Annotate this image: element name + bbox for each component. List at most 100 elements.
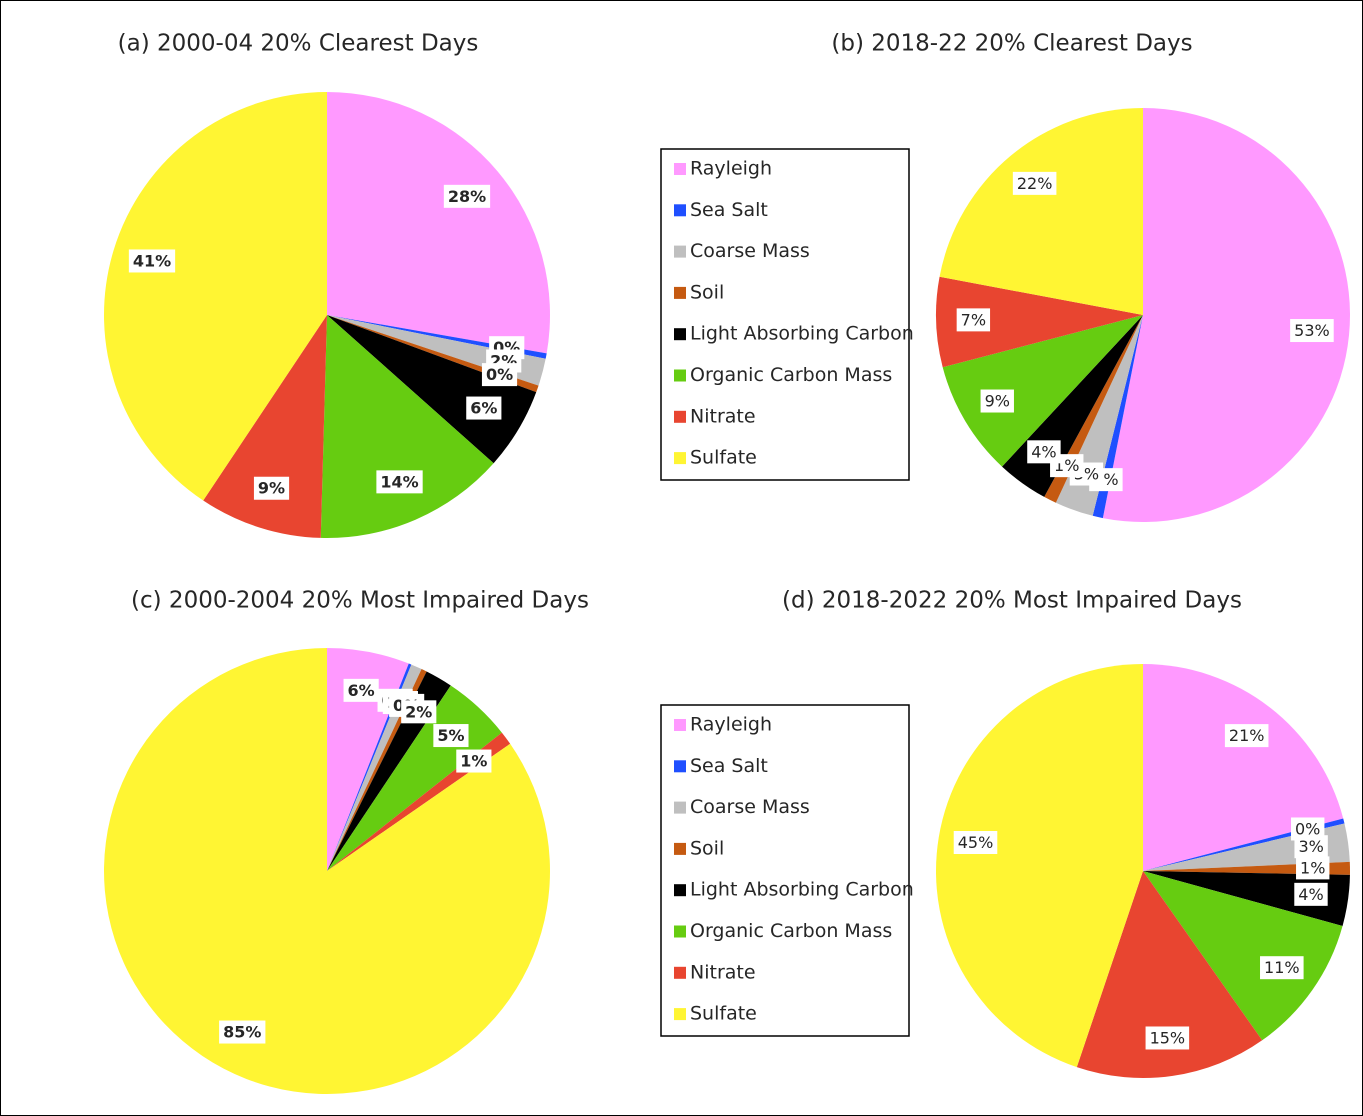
data-label: 7% bbox=[961, 310, 986, 329]
label-box bbox=[481, 363, 518, 387]
legend-swatch bbox=[674, 452, 686, 465]
label-box bbox=[980, 389, 1014, 413]
legend-swatch bbox=[674, 369, 686, 382]
label-box bbox=[443, 184, 491, 208]
data-label: 85% bbox=[223, 1023, 261, 1042]
legend-label: Sea Salt bbox=[690, 199, 768, 221]
legend-box bbox=[660, 704, 910, 1037]
data-label: 1% bbox=[460, 752, 487, 771]
data-label: 1% bbox=[1300, 858, 1325, 877]
pie-slice bbox=[942, 315, 1143, 467]
label-box bbox=[376, 470, 423, 494]
data-label: 15% bbox=[1150, 1028, 1186, 1047]
legend-swatch bbox=[674, 925, 686, 938]
data-label: 28% bbox=[448, 187, 486, 206]
legend-label: Light Absorbing Carbon bbox=[690, 879, 914, 901]
pie-slice bbox=[936, 276, 1143, 368]
legend-swatch bbox=[674, 410, 686, 423]
data-label: 0% bbox=[1295, 819, 1320, 838]
label-box bbox=[953, 831, 998, 855]
legend-swatch bbox=[674, 760, 686, 773]
data-label: 22% bbox=[1017, 174, 1053, 193]
label-box bbox=[253, 476, 290, 500]
label-box bbox=[1290, 319, 1334, 343]
label-box bbox=[401, 700, 437, 724]
legend-label: Sulfate bbox=[690, 447, 757, 469]
chart-title: (a) 2000-04 20% Clearest Days bbox=[118, 31, 479, 57]
legend-swatch bbox=[674, 245, 686, 258]
pie-slice bbox=[203, 315, 327, 538]
legend-label: Rayleigh bbox=[690, 714, 772, 736]
legend-label: Soil bbox=[690, 837, 724, 859]
data-label: 0% bbox=[486, 365, 513, 384]
data-label: 6% bbox=[470, 399, 497, 418]
label-box bbox=[1294, 882, 1328, 906]
pie-slice bbox=[327, 315, 537, 464]
chart-title: (c) 2000-2004 20% Most Impaired Days bbox=[131, 588, 589, 614]
legend-label: Nitrate bbox=[690, 405, 756, 427]
legend-label: Sea Salt bbox=[690, 755, 768, 777]
legend-swatch bbox=[674, 163, 686, 175]
label-box bbox=[466, 396, 502, 420]
legend-swatch bbox=[674, 719, 686, 731]
legend-swatch bbox=[674, 842, 686, 855]
label-box bbox=[1294, 835, 1328, 859]
legend-swatch bbox=[674, 966, 686, 979]
legend-label: Soil bbox=[690, 281, 724, 303]
legend-label: Coarse Mass bbox=[690, 240, 810, 262]
label-box bbox=[343, 678, 379, 702]
label-box bbox=[956, 308, 991, 332]
data-label: 4% bbox=[1298, 885, 1323, 904]
pie-slice bbox=[1102, 108, 1351, 522]
pie-slice bbox=[327, 92, 550, 354]
legend-swatch bbox=[674, 328, 686, 341]
data-label: 21% bbox=[1229, 726, 1265, 745]
data-label: 6% bbox=[348, 681, 375, 700]
chart-title: (b) 2018-22 20% Clearest Days bbox=[831, 31, 1192, 57]
pie-slice bbox=[104, 648, 551, 1094]
legend-label: Organic Carbon Mass bbox=[690, 364, 892, 386]
legend-label: Rayleigh bbox=[690, 158, 772, 180]
legend-swatch bbox=[674, 801, 686, 814]
data-label: 5% bbox=[437, 726, 464, 745]
data-label: 41% bbox=[133, 251, 171, 270]
legend-box bbox=[660, 148, 910, 481]
pie-slice bbox=[1143, 871, 1343, 1041]
legend-swatch bbox=[674, 884, 686, 897]
data-label: 14% bbox=[380, 472, 418, 491]
pie-slice bbox=[104, 92, 328, 501]
data-label: 3% bbox=[1298, 837, 1323, 856]
legend-label: Nitrate bbox=[690, 961, 756, 983]
label-box bbox=[1145, 1026, 1190, 1050]
legend-label: Organic Carbon Mass bbox=[690, 920, 892, 942]
pie-slice bbox=[939, 108, 1143, 315]
label-box bbox=[456, 749, 492, 773]
label-box bbox=[128, 249, 176, 273]
label-box bbox=[1027, 440, 1061, 464]
data-label: 53% bbox=[1294, 321, 1330, 340]
label-box bbox=[1012, 171, 1057, 195]
data-label: 9% bbox=[258, 479, 285, 498]
legend-label: Coarse Mass bbox=[690, 796, 810, 818]
label-box bbox=[1260, 956, 1304, 980]
label-box bbox=[1224, 724, 1269, 748]
data-label: 9% bbox=[985, 392, 1010, 411]
data-label: 11% bbox=[1264, 958, 1300, 977]
data-label: 2% bbox=[405, 702, 432, 721]
chart-title: (d) 2018-2022 20% Most Impaired Days bbox=[782, 588, 1242, 614]
legend-swatch bbox=[674, 286, 686, 299]
pie-slice bbox=[936, 664, 1143, 1068]
label-box bbox=[1291, 817, 1325, 841]
legend-swatch bbox=[674, 204, 686, 217]
data-label: 4% bbox=[1031, 442, 1056, 461]
pie-slice bbox=[1092, 315, 1143, 519]
pie-slice bbox=[320, 315, 494, 539]
legend-label: Sulfate bbox=[690, 1003, 757, 1025]
label-box bbox=[1296, 856, 1330, 880]
pie-slice bbox=[1076, 871, 1263, 1078]
data-label: 45% bbox=[958, 833, 994, 852]
label-box bbox=[433, 724, 469, 748]
legend-label: Light Absorbing Carbon bbox=[690, 323, 914, 345]
legend-swatch bbox=[674, 1008, 686, 1021]
